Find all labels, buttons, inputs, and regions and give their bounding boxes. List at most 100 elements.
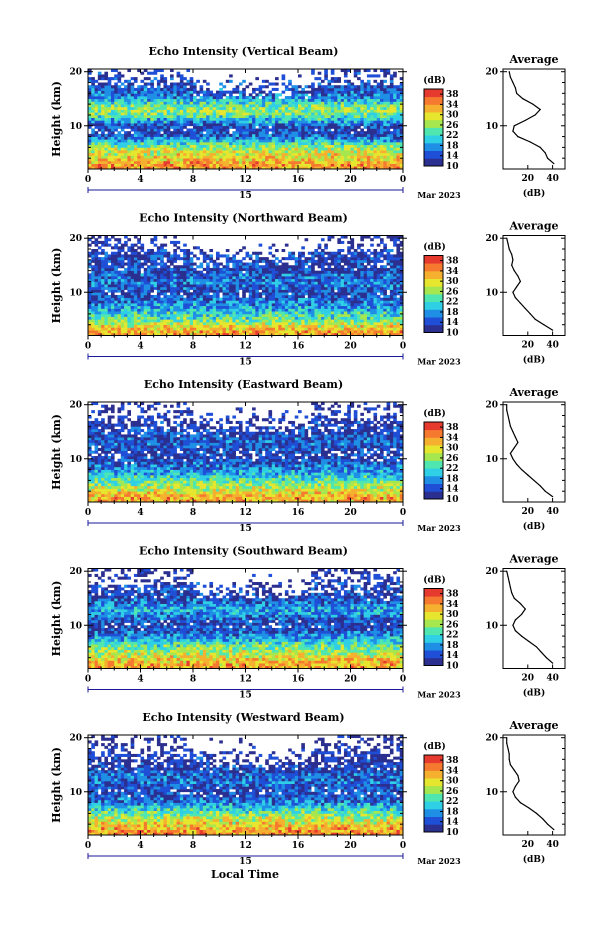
heatmap-cell xyxy=(357,294,361,299)
heatmap-cell xyxy=(114,128,118,132)
heatmap-cell xyxy=(235,139,240,143)
heatmap-cell xyxy=(143,106,148,110)
heatmap-cell xyxy=(242,330,246,334)
heatmap-cell xyxy=(294,112,299,116)
heatmap-cell xyxy=(229,308,233,312)
heatmap-cell xyxy=(156,324,161,328)
heatmap-cell xyxy=(176,71,181,75)
heatmap-cell xyxy=(222,316,227,320)
heatmap-cell xyxy=(298,139,302,143)
heatmap-cell xyxy=(88,104,92,108)
heatmap-cell xyxy=(176,114,181,118)
heatmap-cell xyxy=(327,152,332,156)
heatmap-cell xyxy=(163,292,168,296)
heatmap-cell xyxy=(120,123,125,127)
heatmap-cell xyxy=(248,106,253,110)
heatmap-cell xyxy=(360,300,364,304)
heatmap-cell xyxy=(334,141,338,146)
heatmap-cell xyxy=(301,155,305,159)
heatmap-cell xyxy=(399,136,404,140)
heatmap-cell xyxy=(199,284,204,288)
heatmap-cell xyxy=(386,294,391,299)
heatmap-cell xyxy=(222,305,227,309)
heatmap-cell xyxy=(376,139,381,143)
heatmap-cell xyxy=(232,300,237,304)
heatmap-cell xyxy=(232,98,237,102)
heatmap-cell xyxy=(396,332,401,336)
heatmap-cell xyxy=(278,98,282,102)
heatmap-cell xyxy=(363,289,368,293)
heatmap-cell xyxy=(183,305,187,309)
heatmap-cell xyxy=(124,150,128,154)
heatmap-cell xyxy=(291,289,296,293)
heatmap-cell xyxy=(380,289,384,293)
heatmap-cell xyxy=(258,147,263,151)
heatmap-cell xyxy=(209,128,214,132)
heatmap-cell xyxy=(170,147,174,151)
heatmap-cell xyxy=(179,101,184,105)
heatmap-cell xyxy=(104,281,109,285)
heatmap-cell xyxy=(189,332,194,336)
heatmap-cell xyxy=(107,281,112,285)
heatmap-cell xyxy=(261,332,266,336)
heatmap-cell xyxy=(127,152,132,156)
heatmap-cell xyxy=(202,300,207,304)
heatmap-cell xyxy=(91,144,95,148)
heatmap-cell xyxy=(160,330,164,334)
heatmap-cell xyxy=(156,163,161,167)
heatmap-cell xyxy=(301,160,305,164)
heatmap-cell xyxy=(183,104,187,108)
heatmap-cell xyxy=(353,109,358,113)
heatmap-cell xyxy=(291,96,296,100)
heatmap-cell xyxy=(380,136,384,140)
heatmap-cell xyxy=(340,123,345,127)
heatmap-cell xyxy=(133,303,138,307)
heatmap-cell xyxy=(383,166,387,170)
heatmap-cell xyxy=(143,158,148,162)
heatmap-cell xyxy=(343,316,348,320)
heatmap-cell xyxy=(337,289,342,293)
heatmap-cell xyxy=(206,90,210,94)
heatmap-cell xyxy=(91,123,95,127)
heatmap-cell xyxy=(327,133,332,137)
heatmap-cell xyxy=(399,147,404,151)
heatmap-cell xyxy=(225,96,230,100)
heatmap-cell xyxy=(366,87,371,91)
heatmap-cell xyxy=(307,141,312,146)
heatmap-cell xyxy=(186,160,191,164)
heatmap-cell xyxy=(160,300,164,304)
heatmap-cell xyxy=(238,123,243,127)
heatmap-cell xyxy=(124,93,128,97)
heatmap-cell xyxy=(153,332,158,336)
heatmap-cell xyxy=(235,158,240,162)
heatmap-cell xyxy=(399,125,404,129)
heatmap-cell xyxy=(130,114,135,118)
heatmap-cell xyxy=(281,120,286,124)
heatmap-cell xyxy=(193,297,197,301)
heatmap-cell xyxy=(357,303,361,307)
heatmap-cell xyxy=(117,144,122,148)
heatmap-cell xyxy=(340,305,345,309)
heatmap-cell xyxy=(193,321,197,326)
heatmap-cell xyxy=(186,294,191,299)
heatmap-cell xyxy=(242,93,246,97)
heatmap-cell xyxy=(389,308,394,312)
heatmap-cell xyxy=(268,147,273,151)
heatmap-cell xyxy=(124,163,128,167)
heatmap-cell xyxy=(107,131,112,135)
heatmap-cell xyxy=(294,114,299,118)
heatmap-cell xyxy=(304,125,309,129)
heatmap-cell xyxy=(110,96,115,100)
heatmap-cell xyxy=(350,106,355,110)
heatmap-cell xyxy=(337,327,342,331)
heatmap-cell xyxy=(242,112,246,116)
heatmap-cell xyxy=(265,147,269,151)
heatmap-cell xyxy=(324,166,328,170)
heatmap-cell xyxy=(238,286,243,290)
heatmap-cell xyxy=(258,109,263,113)
heatmap-cell xyxy=(101,131,105,135)
heatmap-cell xyxy=(215,289,220,293)
heatmap-cell xyxy=(350,332,355,336)
heatmap-cell xyxy=(304,133,309,137)
heatmap-cell xyxy=(202,327,207,331)
